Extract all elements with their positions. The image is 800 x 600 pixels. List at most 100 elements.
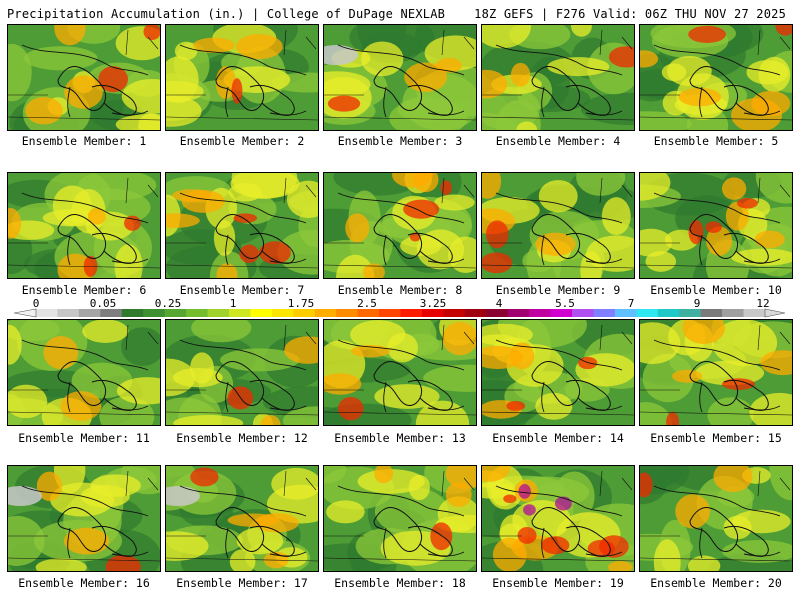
colorbar-swatch — [186, 309, 209, 317]
ensemble-member-map — [165, 319, 319, 426]
ensemble-member-label: Ensemble Member: 16 — [18, 576, 150, 590]
colorbar-tick-label: 9 — [693, 297, 701, 310]
colorbar-swatch — [722, 309, 745, 317]
precip-map — [8, 25, 160, 130]
colorbar-swatch — [743, 309, 766, 317]
ensemble-member-label: Ensemble Member: 9 — [495, 283, 621, 297]
colorbar-tick-label: 1 — [229, 297, 237, 310]
ensemble-member-label: Ensemble Member: 13 — [334, 431, 466, 445]
colorbar-swatch — [657, 309, 680, 317]
colorbar-swatch — [121, 309, 144, 317]
ensemble-member-label: Ensemble Member: 10 — [650, 283, 782, 297]
colorbar-swatch — [614, 309, 637, 317]
colorbar-min-arrow — [13, 308, 37, 318]
colorbar-swatch — [400, 309, 423, 317]
colorbar-swatch — [550, 309, 573, 317]
colorbar-tick-label: 0.05 — [89, 297, 117, 310]
precip-map — [324, 25, 476, 130]
model-run-info: 18Z GEFS | F276 Valid: 06Z THU NOV 27 20… — [474, 7, 786, 21]
colorbar-tick-label: 0 — [32, 297, 40, 310]
ensemble-member-label: Ensemble Member: 19 — [492, 576, 624, 590]
ensemble-member-map — [481, 319, 635, 426]
ensemble-member-label: Ensemble Member: 1 — [21, 134, 147, 148]
colorbar-tick-label: 5.5 — [555, 297, 575, 310]
ensemble-member-map — [323, 24, 477, 131]
colorbar-tick-label: 2.5 — [357, 297, 377, 310]
ensemble-member-label: Ensemble Member: 12 — [176, 431, 308, 445]
colorbar-tick-label: 0.25 — [154, 297, 182, 310]
ensemble-member-label: Ensemble Member: 6 — [21, 283, 147, 297]
ensemble-member-map — [481, 24, 635, 131]
ensemble-member-label: Ensemble Member: 5 — [653, 134, 779, 148]
ensemble-member-label: Ensemble Member: 3 — [337, 134, 463, 148]
ensemble-member-label: Ensemble Member: 17 — [176, 576, 308, 590]
ensemble-member-map — [639, 172, 793, 279]
colorbar-swatch — [36, 309, 58, 317]
precip-colorbar — [13, 308, 786, 318]
colorbar-swatch — [572, 309, 594, 317]
precip-map — [8, 466, 160, 571]
ensemble-member-label: Ensemble Member: 8 — [337, 283, 463, 297]
ensemble-member-map — [481, 465, 635, 572]
precip-map — [324, 320, 476, 425]
precip-map — [640, 25, 792, 130]
ensemble-member-map — [165, 172, 319, 279]
colorbar-swatch — [443, 309, 466, 317]
precip-map — [324, 466, 476, 571]
precip-map — [640, 466, 792, 571]
ensemble-member-map — [639, 319, 793, 426]
colorbar-swatch — [593, 309, 616, 317]
ensemble-member-map — [165, 465, 319, 572]
ensemble-member-map — [7, 24, 161, 131]
colorbar-swatch — [207, 309, 230, 317]
page-title: Precipitation Accumulation (in.) | Colle… — [7, 7, 446, 21]
colorbar-swatch — [228, 309, 251, 317]
ensemble-member-map — [323, 172, 477, 279]
colorbar-swatch — [700, 309, 723, 317]
ensemble-member-label: Ensemble Member: 15 — [650, 431, 782, 445]
ensemble-member-label: Ensemble Member: 18 — [334, 576, 466, 590]
ensemble-member-map — [323, 319, 477, 426]
colorbar-swatch — [679, 309, 702, 317]
ensemble-member-label: Ensemble Member: 11 — [18, 431, 150, 445]
colorbar-swatch — [143, 309, 166, 317]
precip-map — [482, 173, 634, 278]
colorbar-swatch — [357, 309, 380, 317]
precip-map — [8, 173, 160, 278]
precip-map — [482, 466, 634, 571]
precip-map — [482, 25, 634, 130]
colorbar-swatch — [529, 309, 552, 317]
ensemble-member-map — [7, 465, 161, 572]
colorbar-swatch — [57, 309, 80, 317]
precip-map — [640, 320, 792, 425]
colorbar-swatch — [271, 309, 294, 317]
precip-map — [166, 25, 318, 130]
precip-map — [8, 320, 160, 425]
precip-map — [640, 173, 792, 278]
ensemble-member-map — [323, 465, 477, 572]
colorbar-swatch — [78, 309, 101, 317]
ensemble-member-label: Ensemble Member: 14 — [492, 431, 624, 445]
precip-map — [166, 173, 318, 278]
ensemble-member-label: Ensemble Member: 7 — [179, 283, 305, 297]
precip-map — [324, 173, 476, 278]
colorbar-tick-label: 4 — [495, 297, 503, 310]
colorbar-tick-label: 12 — [756, 297, 770, 310]
precip-map — [166, 320, 318, 425]
ensemble-member-map — [7, 319, 161, 426]
colorbar-swatch — [636, 309, 659, 317]
colorbar-swatch — [486, 309, 509, 317]
colorbar-tick-label: 1.75 — [287, 297, 315, 310]
ensemble-member-label: Ensemble Member: 4 — [495, 134, 621, 148]
colorbar-swatch — [314, 309, 337, 317]
colorbar-tick-label: 7 — [627, 297, 635, 310]
ensemble-member-map — [639, 24, 793, 131]
ensemble-member-map — [165, 24, 319, 131]
colorbar-swatch — [379, 309, 401, 317]
colorbar-swatch — [507, 309, 530, 317]
colorbar-swatch — [100, 309, 123, 317]
colorbar-swatch — [250, 309, 273, 317]
colorbar-swatch — [164, 309, 187, 317]
colorbar-max-arrow — [764, 308, 786, 318]
colorbar-swatch — [293, 309, 316, 317]
